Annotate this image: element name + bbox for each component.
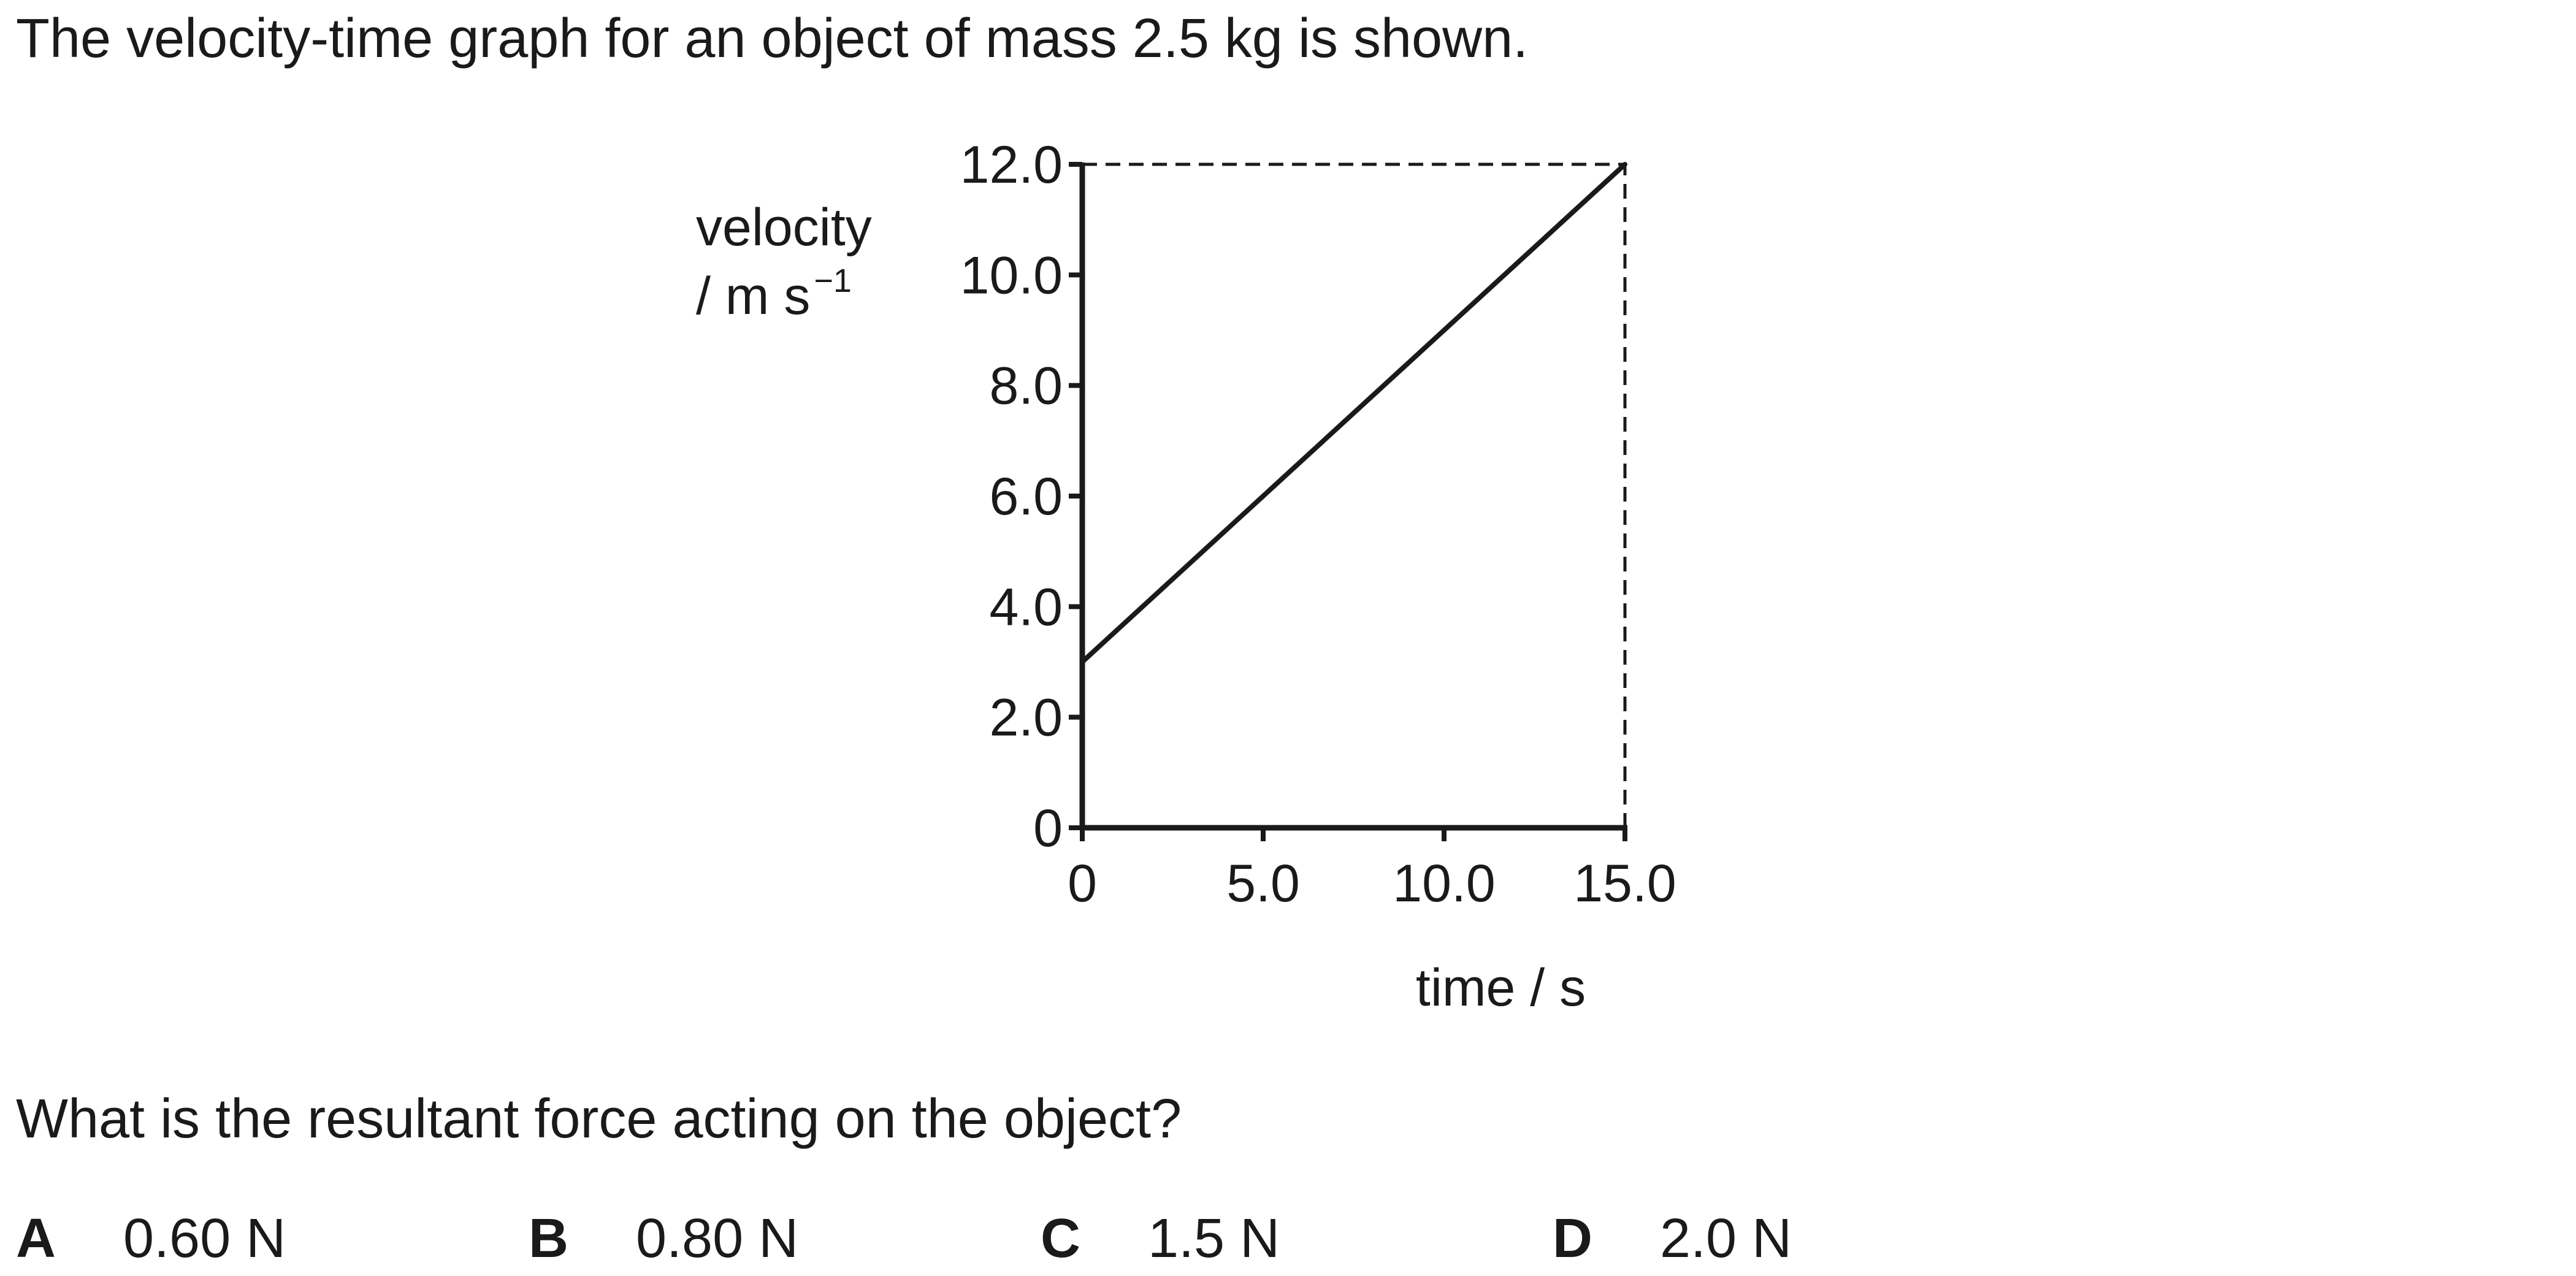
velocity-time-chart: 0 2.0 4.0 6.0 8.0 10.0 12.0 0 5.0 10.0 15.0 time / … [696,136,1676,1017]
x-axis-label: time / s [1416,958,1586,1017]
option-letter: A [16,1208,56,1269]
y-tick-label: 8.0 [989,357,1063,416]
option-value: 1.5 N [1148,1208,1280,1269]
y-tick-label: 4.0 [989,578,1063,636]
y-axis-label-superscript: −1 [814,262,852,299]
question-stem: The velocity-time graph for an object of… [16,8,1529,69]
option-c[interactable]: C 1.5 N [1041,1208,1280,1269]
y-axis-label-line1: velocity [696,198,872,257]
option-letter: C [1041,1208,1080,1269]
x-tick-label: 0 [1068,854,1097,913]
option-d[interactable]: D 2.0 N [1553,1208,1792,1269]
option-a[interactable]: A 0.60 N [16,1208,286,1269]
y-tick-label: 6.0 [989,467,1063,526]
series-line-0 [1080,162,1627,665]
option-value: 2.0 N [1660,1208,1792,1269]
y-tick-label: 2.0 [989,689,1063,747]
option-value: 0.60 N [123,1208,286,1269]
option-value: 0.80 N [636,1208,799,1269]
x-tick-label: 15.0 [1573,854,1676,913]
option-letter: D [1553,1208,1592,1269]
y-axis-label-line2: / m s −1 [696,262,852,326]
option-letter: B [529,1208,568,1269]
y-tick-label: 12.0 [960,136,1063,194]
question-prompt: What is the resultant force acting on th… [16,1088,1182,1150]
option-b[interactable]: B 0.80 N [529,1208,798,1269]
x-tick-label: 5.0 [1226,854,1300,913]
y-tick-label: 10.0 [960,246,1063,305]
y-tick-label: 0 [1033,799,1063,858]
x-tick-label: 10.0 [1393,854,1495,913]
